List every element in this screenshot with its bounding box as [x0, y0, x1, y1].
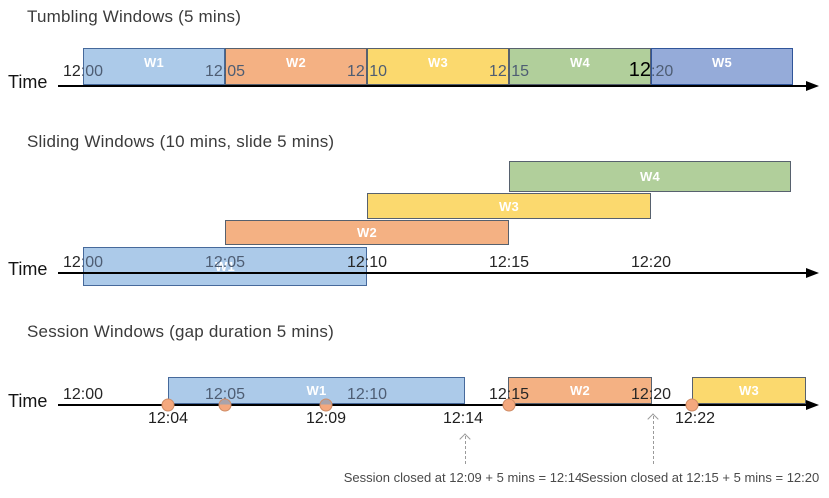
tick-label: 12:05 — [205, 253, 245, 271]
window-label: W4 — [569, 55, 591, 70]
tick-label: 12:15 — [489, 253, 529, 271]
tick-label-text: 12:20 — [630, 254, 672, 271]
time-axis-label: Time — [8, 391, 48, 411]
event-dot — [502, 398, 516, 412]
axis-line — [58, 272, 806, 275]
window-label: W2 — [356, 225, 378, 240]
window-label: W5 — [711, 55, 733, 70]
tick-label: 12:15 — [489, 385, 529, 403]
window-box: W3 — [367, 48, 509, 85]
window-label: W3 — [498, 198, 520, 214]
window-label: W2 — [569, 383, 591, 398]
section-title-tumbling: Tumbling Windows (5 mins) — [27, 7, 242, 26]
event-time-label: 12:22 — [674, 410, 716, 427]
window-box: W4 — [509, 48, 651, 85]
tick-label-text: 12:10 — [346, 386, 388, 403]
tick-label-text: 12:10 — [346, 63, 388, 80]
tick-label: 12:15 — [489, 62, 529, 80]
event-time-label: 12:09 — [305, 410, 347, 427]
tick-label-text: 12:10 — [346, 254, 388, 271]
window-label: W4 — [639, 169, 661, 184]
window-box: W2 — [225, 48, 367, 85]
event-time-label: 12:04 — [147, 410, 189, 427]
tick-label: 12:00 — [63, 253, 103, 271]
tick-label-text: :00 — [80, 63, 104, 80]
window-label: W1 — [143, 55, 165, 70]
time-axis-label: Time — [8, 259, 48, 279]
tick-label-text: 12:15 — [488, 63, 530, 80]
section-title-session: Session Windows (gap duration 5 mins) — [27, 322, 334, 341]
window-label: W1 — [306, 383, 327, 398]
tick-label: 12:05 — [205, 385, 245, 403]
axis-arrowhead-icon — [806, 267, 819, 278]
window-label: W2 — [285, 55, 307, 70]
tick-label: 12:10 — [347, 253, 387, 271]
tick-label: 12:00 — [63, 385, 103, 403]
window-label: W1 — [214, 259, 236, 274]
tick-label: 12:10 — [347, 62, 387, 80]
dashed-up-arrow-icon — [465, 436, 466, 464]
window-box: W5 — [651, 48, 793, 85]
tick-label-text: 12:05 — [204, 63, 246, 80]
tick-label-text: :20 — [651, 63, 674, 80]
section-title-sliding: Sliding Windows (10 mins, slide 5 mins) — [27, 132, 335, 151]
tick-label: 12:20 — [628, 59, 674, 81]
tick-label-text: 12:00 — [62, 386, 104, 403]
window-box: W4 — [509, 161, 791, 192]
tick-label-text: 12 — [62, 63, 81, 80]
tick-label-text: 12:05 — [204, 386, 246, 403]
tick-label: 12:05 — [205, 62, 245, 80]
tick-label-text: 12:05 — [204, 254, 246, 271]
axis-line — [58, 404, 806, 407]
axis-line — [58, 85, 806, 88]
axis-arrowhead-icon — [806, 80, 819, 91]
window-box: W2 — [508, 377, 652, 404]
tick-label-text: 12:20 — [630, 386, 672, 403]
event-dot — [319, 398, 333, 412]
axis-arrowhead-icon — [806, 399, 819, 410]
tick-label-text: 12:15 — [488, 386, 530, 403]
session-annotation: Session closed at 12:15 + 5 mins = 12:20 — [580, 470, 820, 485]
window-box: W1 — [83, 48, 225, 85]
time-axis-label: Time — [8, 72, 48, 92]
tick-label: 12:00 — [63, 62, 103, 80]
dashed-up-arrow-icon — [653, 416, 654, 464]
window-box: W3 — [367, 193, 651, 219]
tick-label: 12:20 — [631, 385, 671, 403]
session-annotation: Session closed at 12:09 + 5 mins = 12:14 — [343, 470, 583, 485]
event-dot — [161, 398, 175, 412]
window-box: W1 — [168, 377, 465, 404]
tick-label: 12:20 — [631, 253, 671, 271]
window-label: W3 — [738, 383, 760, 398]
tick-label-text: 12 — [628, 59, 651, 81]
tick-label-text: 12 — [62, 254, 81, 271]
window-box: W3 — [692, 377, 806, 404]
tick-label-text: :00 — [80, 254, 104, 271]
event-time-label: 12:14 — [442, 410, 484, 427]
window-label: W3 — [427, 55, 449, 70]
window-box: W2 — [225, 220, 509, 245]
tick-label: 12:10 — [347, 385, 387, 403]
event-dot — [218, 398, 232, 412]
window-box: W1 — [83, 247, 367, 286]
event-dot — [685, 398, 699, 412]
tick-label-text: 12:15 — [488, 254, 530, 271]
